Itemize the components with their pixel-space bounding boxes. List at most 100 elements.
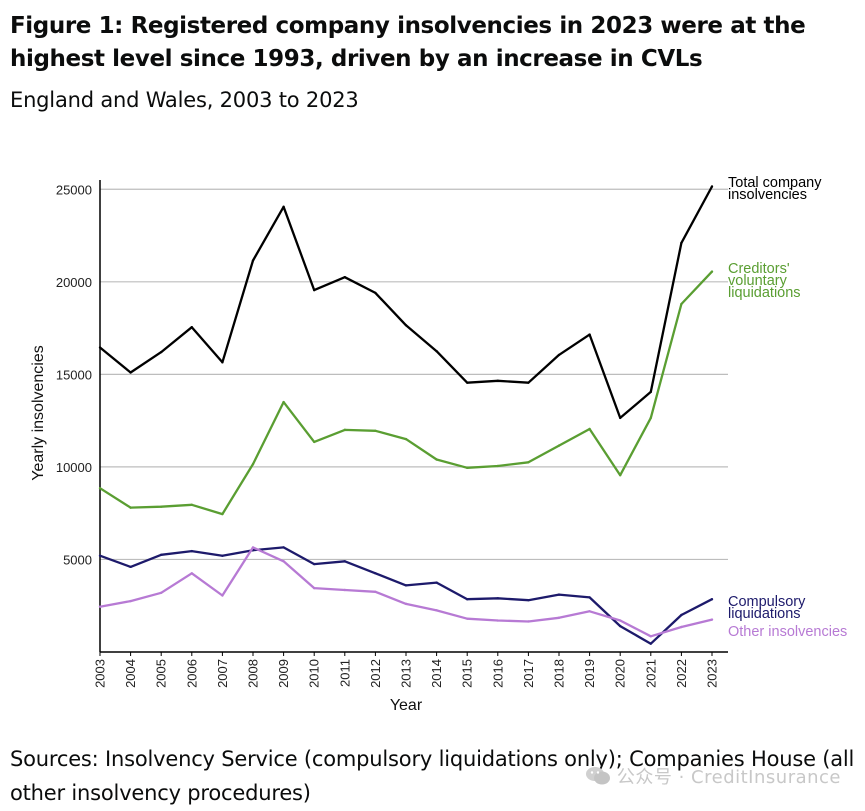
data-point (435, 350, 438, 353)
x-tick-labels: 2003 2004 2005 2006 2007 2008 2009 2010 2011 2012… (93, 659, 720, 688)
data-point (619, 416, 622, 420)
axes (99, 180, 728, 656)
y-tick-labels: 5000 10000 15000 20000 25000 (56, 182, 92, 567)
x-tick-label: 2003 (93, 659, 108, 688)
data-point (496, 379, 499, 383)
source-note: Sources: Insolvency Service (compulsory … (10, 747, 855, 805)
data-point (435, 609, 438, 612)
data-point (680, 613, 683, 617)
data-point (466, 598, 469, 601)
data-point (313, 562, 316, 566)
x-tick-label: 2012 (368, 659, 383, 688)
data-point (251, 546, 255, 549)
y-tick-label: 15000 (56, 367, 92, 382)
x-tick-label: 2005 (154, 659, 169, 688)
data-point (160, 505, 163, 508)
y-tick-label: 25000 (56, 182, 92, 197)
series-label-line: insolvencies (728, 187, 807, 203)
series-line (99, 185, 714, 420)
data-point (98, 554, 102, 557)
data-point (466, 381, 469, 384)
data-point (343, 560, 346, 563)
y-axis-title: Yearly insolvencies (30, 345, 47, 480)
data-point (251, 259, 255, 262)
data-point (710, 270, 714, 273)
x-tick-label: 2021 (643, 659, 658, 688)
series-label-line: liquidations (728, 606, 801, 622)
gridlines (100, 188, 728, 561)
data-point (557, 616, 561, 619)
data-point (282, 560, 285, 563)
data-point (649, 635, 652, 638)
data-point (221, 512, 224, 516)
series-lines (98, 185, 714, 645)
data-point (404, 437, 408, 441)
data-point (619, 624, 622, 628)
data-point (221, 361, 224, 364)
data-point (404, 584, 408, 587)
x-tick-label: 2006 (184, 659, 199, 688)
data-point (282, 205, 285, 209)
data-point (374, 429, 377, 433)
data-point (588, 427, 591, 431)
data-point (313, 288, 316, 292)
data-point (588, 596, 591, 599)
data-point (588, 333, 591, 336)
data-point (588, 610, 591, 613)
data-point (251, 462, 255, 466)
series-label: Total company insolvencies (728, 175, 822, 203)
data-point (190, 549, 193, 553)
chart-title: Figure 1: Registered company insolvencie… (10, 13, 806, 72)
data-point (435, 581, 438, 584)
series-label-line: Compulsory (728, 594, 806, 610)
data-point (527, 620, 530, 623)
data-point (404, 324, 408, 327)
data-point (160, 350, 163, 354)
data-point (527, 381, 530, 384)
series-label-line: liquidations (728, 285, 801, 301)
data-point (160, 591, 163, 594)
data-point (160, 553, 163, 557)
data-point (527, 598, 530, 602)
data-point (374, 590, 377, 594)
data-point (649, 416, 652, 420)
data-point (129, 371, 132, 374)
data-point (680, 302, 683, 306)
x-tick-label: 2010 (307, 659, 322, 688)
wechat-icon (585, 767, 610, 785)
data-point (343, 275, 346, 279)
series-line (99, 546, 713, 638)
series-line (99, 546, 713, 645)
x-tick-label: 2013 (399, 659, 414, 688)
x-tick-label: 2020 (613, 659, 628, 688)
x-tick-label: 2017 (521, 659, 536, 688)
x-tick-label: 2019 (582, 659, 597, 688)
series-line (99, 270, 713, 516)
data-point (374, 291, 377, 295)
x-tick-label: 2023 (705, 659, 720, 688)
series-labels: Total company insolvencies Creditors' volun… (728, 175, 847, 640)
data-point (282, 546, 285, 549)
data-point (649, 390, 652, 394)
series-label: Compulsory liquidations (728, 594, 806, 622)
data-point (190, 325, 193, 329)
data-point (619, 474, 622, 477)
data-point (221, 594, 224, 597)
data-point (527, 461, 530, 464)
data-point (496, 464, 499, 468)
data-point (129, 506, 132, 509)
x-tick-label: 2016 (490, 659, 505, 688)
data-point (435, 458, 438, 461)
y-tick-label: 10000 (56, 460, 92, 475)
series-label-line: Total company (728, 175, 822, 191)
series-label-line: Creditors' (728, 261, 790, 277)
data-point (557, 353, 561, 357)
chart-subtitle: England and Wales, 2003 to 2023 (10, 88, 359, 112)
data-point (282, 400, 285, 404)
data-point (190, 503, 193, 507)
series-label: Other insolvencies (728, 624, 847, 640)
data-point (98, 486, 102, 490)
x-tick-label: 2022 (674, 659, 689, 688)
series-label-line: Other insolvencies (728, 624, 847, 640)
data-point (343, 428, 346, 432)
